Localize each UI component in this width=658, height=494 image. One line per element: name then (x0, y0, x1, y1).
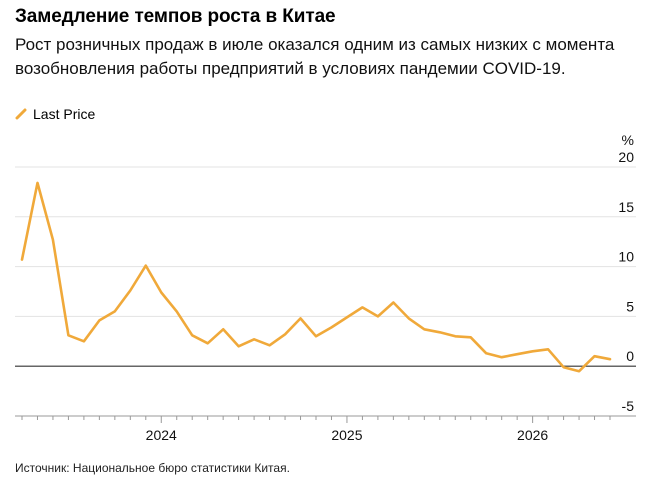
x-tick-label: 2024 (146, 427, 177, 443)
legend-line-icon (15, 108, 27, 120)
source-note: Источник: Национальное бюро статистики К… (15, 461, 290, 475)
grid-lines (15, 166, 636, 417)
y-tick-label: 0 (626, 348, 634, 364)
y-tick-label: 15 (618, 199, 634, 215)
chart-subtitle: Рост розничных продаж в июле оказался од… (15, 35, 615, 78)
y-axis-unit: % (622, 132, 634, 148)
y-tick-label: 20 (618, 149, 634, 165)
x-tick-label: 2026 (517, 427, 548, 443)
y-tick-label: 5 (626, 298, 634, 314)
y-tick-label: -5 (622, 398, 635, 414)
legend-label: Last Price (33, 106, 96, 122)
y-axis-ticks: -5 0 5 10 15 20 (618, 149, 634, 414)
series-line-last-price (20, 181, 612, 373)
chart-title: Замедление темпов роста в Китае (15, 6, 336, 27)
x-axis: 2024 2025 2026 (15, 415, 636, 443)
y-tick-label: 10 (618, 249, 634, 265)
legend: Last Price (15, 106, 95, 122)
x-tick-label: 2025 (331, 427, 362, 443)
